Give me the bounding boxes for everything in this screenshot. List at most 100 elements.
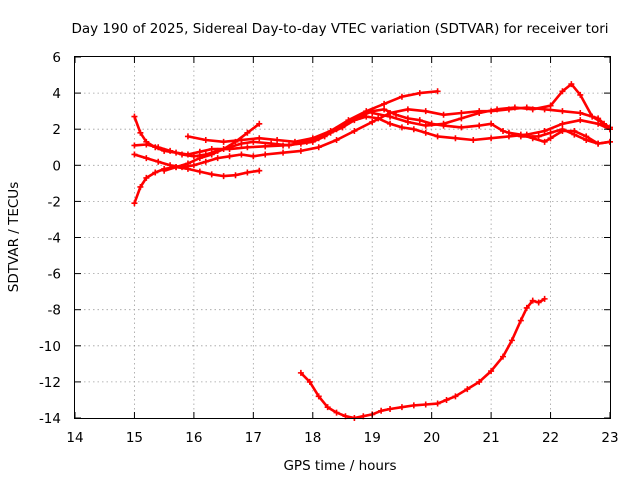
data-point [345, 117, 352, 124]
data-point [404, 106, 411, 113]
data-point [488, 368, 495, 375]
data-point [505, 129, 512, 136]
data-point [202, 158, 209, 165]
data-point [297, 147, 304, 154]
data-point [500, 128, 506, 135]
data-point [208, 171, 215, 178]
y-tick-label: -8 [48, 303, 61, 319]
y-tick-label: -6 [48, 267, 61, 283]
data-point [309, 135, 316, 142]
data-point [476, 378, 483, 385]
data-point [131, 113, 138, 120]
data-point [571, 128, 578, 135]
grid-lines [75, 57, 610, 418]
data-point [220, 146, 227, 153]
data-point [131, 200, 138, 207]
data-point [577, 117, 584, 124]
x-tick-label: 23 [601, 430, 618, 446]
data-point [458, 115, 465, 122]
data-point [333, 409, 340, 416]
y-tick-label: 2 [52, 122, 61, 138]
data-point [541, 128, 548, 135]
data-series [131, 81, 613, 421]
data-point [184, 160, 191, 167]
data-point [464, 386, 471, 393]
data-point [508, 337, 515, 344]
x-tick-label: 19 [364, 430, 381, 446]
x-tick-label: 18 [304, 430, 321, 446]
y-tick-label: 0 [52, 158, 61, 174]
data-point [196, 155, 203, 162]
data-point [488, 120, 495, 127]
data-point [214, 155, 221, 162]
data-point [208, 146, 215, 153]
data-point [226, 153, 233, 160]
data-point [500, 353, 506, 360]
data-point [547, 102, 554, 109]
data-point [517, 131, 524, 138]
data-point [547, 135, 554, 142]
data-point [577, 91, 584, 98]
data-point [416, 117, 423, 124]
data-point [262, 143, 269, 150]
data-point [220, 173, 227, 180]
y-tick-label: -2 [48, 194, 61, 210]
data-point [404, 118, 411, 125]
y-tick-label: -14 [39, 411, 61, 427]
data-point [529, 135, 536, 142]
axis-ticks: 14 15 16 17 18 19 20 21 22 236420-2-4-6-8-10-12-1… [39, 50, 619, 446]
data-point [137, 129, 144, 136]
x-tick-label: 15 [126, 430, 143, 446]
data-point [458, 124, 465, 131]
data-point [410, 402, 417, 409]
chart-title: Day 190 of 2025, Sidereal Day-to-day VTE… [71, 21, 608, 37]
data-point [244, 144, 251, 151]
data-point [440, 111, 447, 118]
x-tick-label: 17 [245, 430, 262, 446]
data-point [238, 151, 245, 158]
data-point [559, 128, 566, 135]
x-axis-label: GPS time / hours [283, 458, 396, 474]
data-point [143, 155, 150, 162]
data-point [595, 120, 602, 127]
data-point [179, 151, 185, 158]
data-point [398, 404, 405, 411]
data-point [291, 138, 298, 145]
data-point [143, 174, 150, 181]
data-point [568, 81, 575, 88]
data-point [559, 88, 566, 95]
data-point [422, 129, 429, 136]
data-point [488, 135, 495, 142]
data-point [440, 120, 447, 127]
data-point [452, 393, 459, 400]
y-axis-label: SDTVAR / TECUs [6, 182, 22, 292]
data-point [541, 295, 548, 302]
data-point [398, 93, 405, 100]
data-point [381, 106, 388, 113]
data-point [452, 135, 459, 142]
data-point [535, 133, 542, 140]
data-point [351, 128, 358, 135]
data-point [244, 169, 251, 176]
data-point [583, 133, 590, 140]
data-point [173, 164, 180, 171]
data-point [369, 109, 376, 116]
series-arc-h [507, 129, 612, 145]
data-point [589, 113, 596, 120]
data-point [422, 108, 429, 115]
data-point [286, 142, 292, 149]
data-point [381, 100, 388, 107]
data-point [333, 137, 340, 144]
data-point [410, 126, 417, 133]
data-point [363, 108, 370, 115]
data-point [306, 378, 313, 385]
data-point [595, 140, 602, 147]
data-point [363, 113, 370, 120]
data-point [529, 297, 536, 304]
data-point [458, 109, 465, 116]
data-point [517, 317, 524, 324]
y-tick-label: 4 [52, 86, 61, 102]
data-point [256, 167, 263, 174]
data-point [208, 151, 215, 158]
